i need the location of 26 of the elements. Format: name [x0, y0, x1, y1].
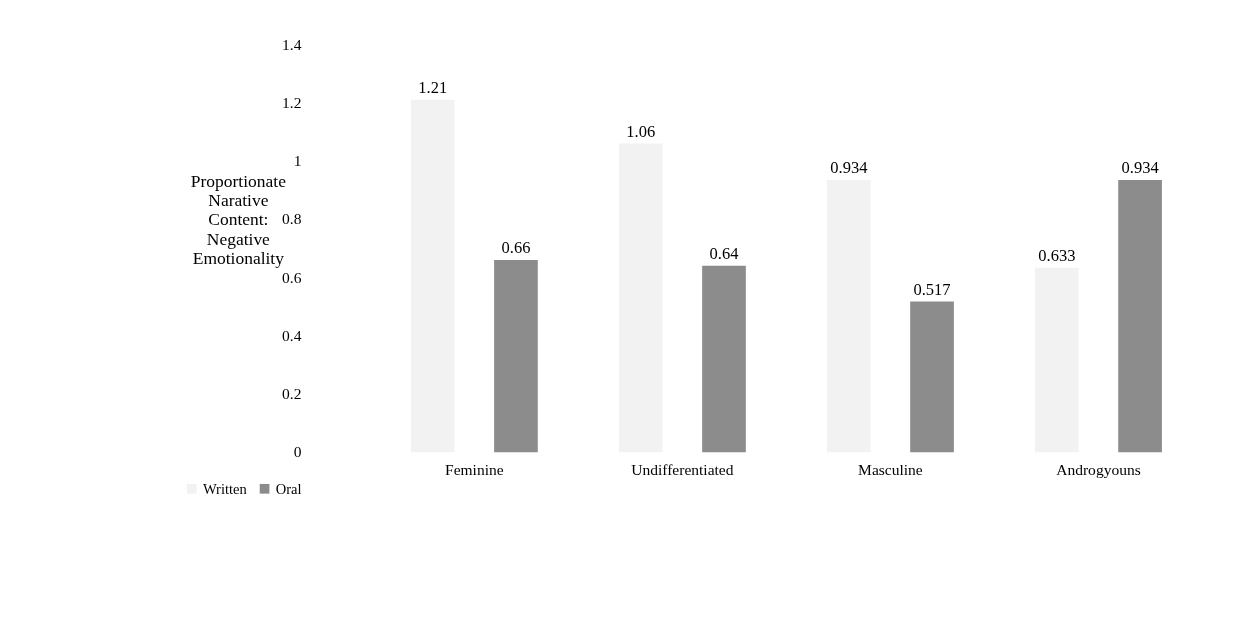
y-tick-label: 0.6 — [282, 268, 302, 286]
y-tick-label: 0.8 — [282, 210, 302, 228]
y-tick-label: 0.4 — [282, 326, 302, 344]
bar — [702, 265, 746, 453]
legend-label: Written — [202, 480, 248, 497]
legend-label: Oral — [275, 480, 302, 497]
data-label: 1.21 — [418, 77, 448, 97]
x-tick-label: Masculine — [858, 460, 923, 478]
y-tick-label: 1.2 — [282, 93, 302, 111]
bar — [910, 301, 954, 453]
data-label: 1.06 — [626, 121, 656, 141]
x-tick-label: Feminine — [445, 460, 504, 478]
data-label: 0.934 — [830, 158, 868, 178]
data-label: 0.66 — [501, 238, 531, 258]
y-tick-label: 0.2 — [282, 385, 302, 403]
data-label: 0.934 — [1121, 158, 1159, 178]
bar — [494, 259, 538, 453]
x-tick-label: Undifferentiated — [631, 460, 734, 478]
y-tick-label: 1 — [293, 152, 302, 170]
y-tick-label: 0 — [293, 443, 302, 461]
data-label: 0.517 — [913, 279, 951, 299]
data-label: 0.633 — [1038, 245, 1076, 265]
data-label: 0.64 — [709, 243, 739, 263]
bar — [1118, 180, 1162, 453]
x-tick-label: Androgyouns — [1056, 460, 1141, 478]
y-tick-label: 1.4 — [282, 35, 302, 53]
